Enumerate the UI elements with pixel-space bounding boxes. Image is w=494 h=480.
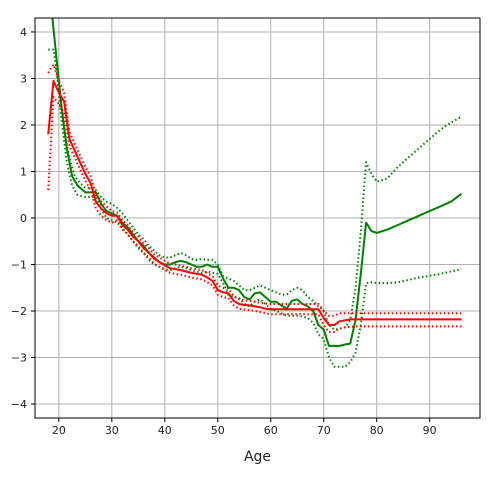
series-layer bbox=[47, 18, 463, 368]
confidence-band-line-4 bbox=[47, 63, 462, 317]
y-tick-label: 4 bbox=[20, 26, 27, 39]
x-tick-label: 70 bbox=[317, 424, 331, 437]
x-tick-label: 60 bbox=[264, 424, 278, 437]
x-tick-label: 90 bbox=[423, 424, 437, 437]
y-tick-label: −4 bbox=[11, 398, 27, 411]
x-axis-label: Age bbox=[244, 449, 271, 465]
x-tick-label: 50 bbox=[211, 424, 225, 437]
y-tick-label: 3 bbox=[20, 72, 27, 85]
confidence-band-line-2 bbox=[55, 64, 462, 368]
y-tick-label: −3 bbox=[11, 352, 27, 365]
confidence-band-line-5 bbox=[47, 96, 462, 333]
x-tick-label: 80 bbox=[370, 424, 384, 437]
y-tick-label: −2 bbox=[11, 305, 27, 318]
x-tick-label: 20 bbox=[52, 424, 66, 437]
y-tick-label: 2 bbox=[20, 119, 27, 132]
tick-labels: 20 30 40 50 60 70 80 90 −4 −3 −2 −1 0 1 2 3 4 bbox=[11, 26, 437, 437]
x-tick-label: 30 bbox=[105, 424, 119, 437]
x-tick-label: 40 bbox=[158, 424, 172, 437]
y-tick-label: −1 bbox=[11, 259, 27, 272]
y-tick-label: 1 bbox=[20, 165, 27, 178]
y-tick-label: 0 bbox=[20, 212, 27, 225]
confidence-band-line-1 bbox=[48, 48, 462, 331]
series-line-3 bbox=[47, 79, 462, 326]
grid bbox=[35, 18, 480, 418]
series-line-0 bbox=[51, 18, 463, 347]
